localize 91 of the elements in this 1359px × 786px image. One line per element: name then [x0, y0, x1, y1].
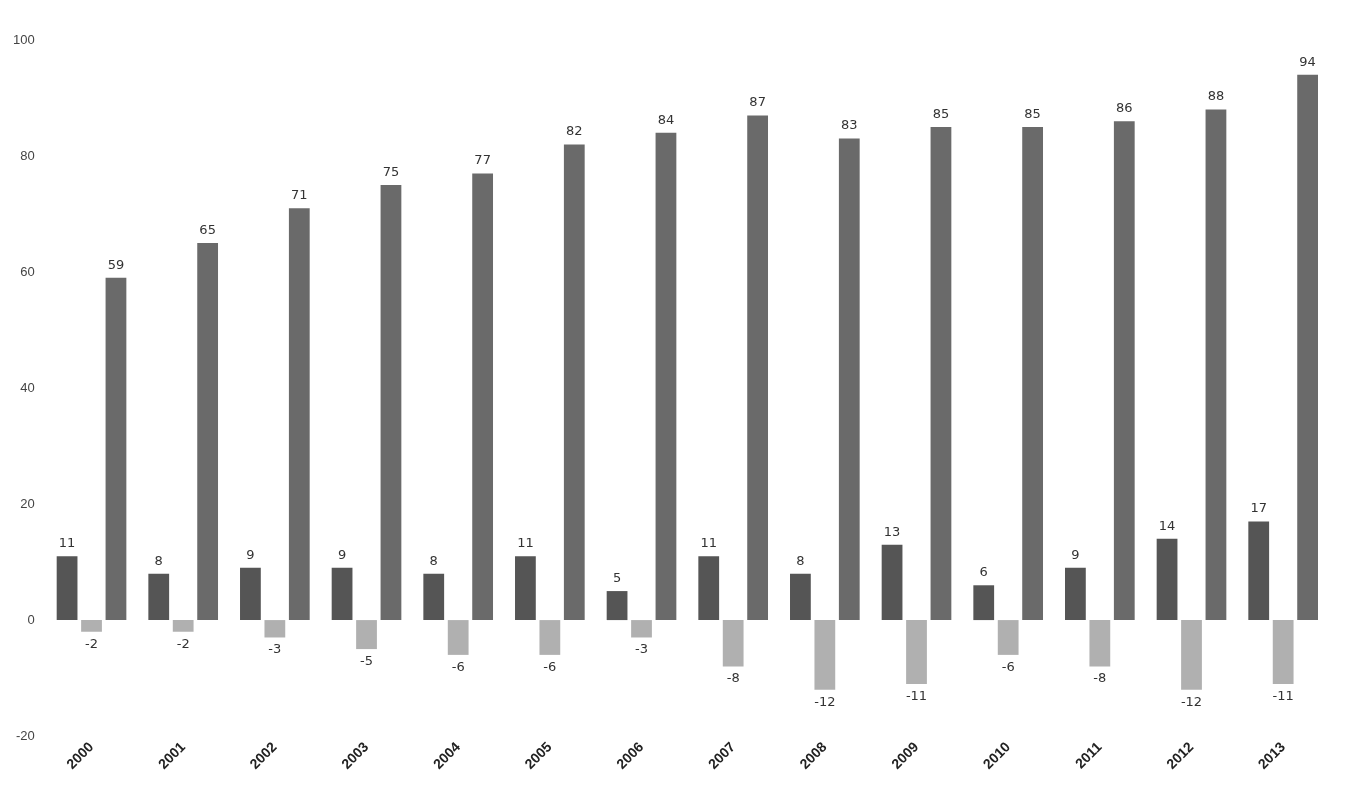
bar: [172, 620, 194, 632]
y-tick-label: 60: [20, 263, 35, 279]
data-label: 71: [291, 187, 308, 203]
bar: [240, 567, 261, 621]
data-label: 13: [883, 523, 901, 539]
data-label: -6: [543, 658, 557, 674]
data-label: -12: [814, 693, 836, 709]
data-label: 87: [749, 94, 766, 110]
data-label: -2: [85, 635, 99, 651]
data-label: 8: [154, 552, 163, 568]
data-label: -6: [451, 658, 465, 674]
bar: [973, 585, 995, 621]
data-label: -11: [1272, 687, 1294, 703]
y-tick-label: 0: [27, 611, 35, 627]
bar: [747, 115, 769, 621]
data-label: 84: [657, 111, 675, 127]
data-label: 5: [612, 569, 622, 585]
bar: [906, 620, 927, 684]
bar: [838, 138, 860, 621]
bar: [1113, 121, 1135, 621]
data-label: 59: [107, 256, 125, 272]
bar: [447, 620, 469, 655]
data-label: 17: [1250, 500, 1267, 516]
bar: [1248, 521, 1270, 621]
y-tick-label: 20: [20, 495, 35, 511]
data-label: 14: [1158, 517, 1176, 533]
bar: [1297, 74, 1318, 621]
y-tick-label: 40: [20, 379, 35, 395]
data-label: 6: [979, 564, 988, 580]
data-label: 85: [1024, 105, 1041, 121]
bar: [1156, 538, 1178, 621]
data-label: 8: [429, 552, 438, 568]
bar: [148, 573, 170, 621]
bar: [356, 620, 377, 650]
bar: [264, 620, 286, 638]
bar: [1065, 567, 1086, 621]
bar: [606, 591, 628, 621]
bar: [105, 277, 127, 621]
bar: [1022, 127, 1044, 621]
y-tick-label: 100: [12, 31, 35, 47]
data-label: -5: [360, 652, 373, 668]
bar: [655, 132, 677, 621]
data-label: -6: [1001, 658, 1015, 674]
data-label: 9: [246, 546, 255, 562]
data-label: 75: [382, 163, 400, 179]
data-label: -8: [726, 670, 740, 686]
bar: [1181, 620, 1202, 690]
bar: [930, 127, 952, 621]
bar: [1272, 620, 1294, 684]
data-label: -11: [905, 687, 928, 703]
y-tick-label: 80: [20, 147, 35, 163]
bar: [331, 567, 353, 621]
data-label: 83: [841, 117, 858, 133]
bar: [197, 243, 219, 621]
data-label: -8: [1093, 670, 1107, 686]
data-label: 85: [932, 105, 950, 121]
data-label: -12: [1180, 693, 1203, 709]
data-label: 11: [58, 535, 76, 551]
data-label: -3: [268, 641, 282, 657]
bar: [790, 573, 811, 621]
bar: [881, 544, 903, 621]
bar: [814, 620, 836, 690]
y-tick-label: -20: [15, 727, 35, 743]
bar: [698, 556, 720, 621]
bar: [631, 620, 652, 638]
data-label: 11: [517, 535, 534, 551]
data-label: -3: [635, 641, 648, 657]
bar: [997, 620, 1019, 655]
bar: [1089, 620, 1111, 667]
data-label: 9: [337, 546, 347, 562]
bar: [380, 185, 402, 621]
data-label: 82: [566, 123, 583, 139]
data-label: 86: [1116, 100, 1133, 116]
bar: [515, 556, 536, 621]
data-label: 8: [796, 552, 805, 568]
bar: [81, 620, 102, 632]
data-label: -2: [176, 635, 190, 651]
bar: [1205, 109, 1227, 621]
data-label: 11: [700, 535, 718, 551]
bar: [722, 620, 744, 667]
bar: [423, 573, 445, 621]
bar: [56, 556, 78, 621]
data-label: 88: [1207, 88, 1225, 104]
data-label: 94: [1299, 53, 1316, 69]
bar: [472, 173, 494, 621]
bar: [563, 144, 585, 621]
bar: [288, 208, 310, 621]
bar: [539, 620, 561, 655]
data-label: 65: [199, 221, 216, 237]
data-label: 77: [474, 152, 491, 168]
data-label: 9: [1071, 546, 1080, 562]
